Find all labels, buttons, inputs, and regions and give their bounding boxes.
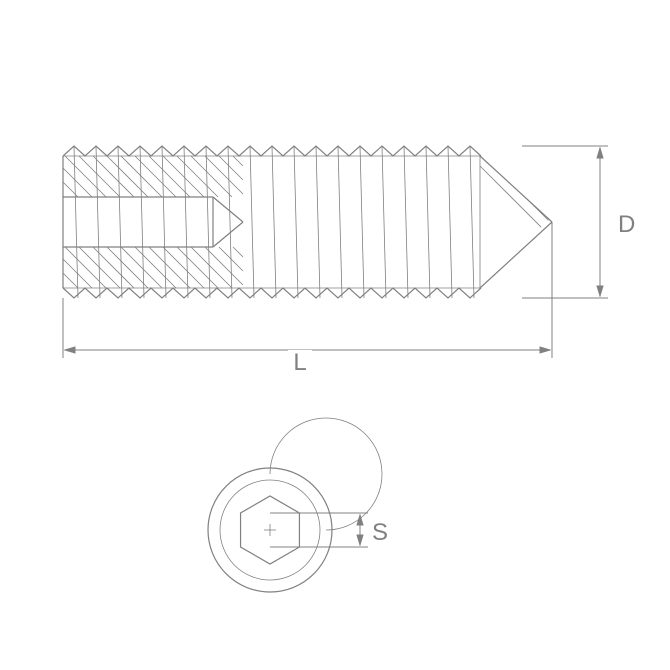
dimension-L: L: [63, 222, 552, 376]
dimension-D: D: [522, 146, 635, 298]
label-S: S: [372, 519, 388, 546]
technical-drawing: L D S: [0, 0, 670, 670]
side-view: [63, 146, 552, 298]
label-D: D: [618, 211, 635, 238]
label-L: L: [293, 349, 306, 376]
end-view: [208, 418, 382, 592]
